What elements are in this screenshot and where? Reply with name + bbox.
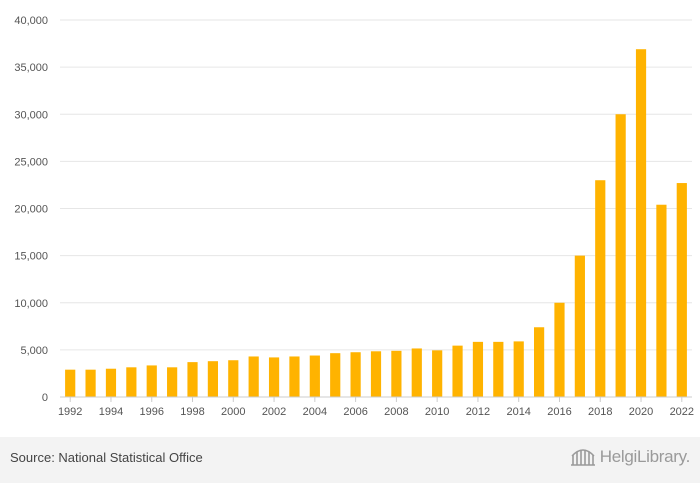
bar-2000 bbox=[228, 360, 239, 397]
bar-2001 bbox=[248, 356, 259, 397]
bar-2015 bbox=[534, 327, 545, 397]
bar-1998 bbox=[187, 362, 198, 397]
y-axis-tick-labels: 0 5,000 10,000 15,000 20,000 25,000 30,000 35,0… bbox=[14, 15, 48, 404]
y-tick-label: 0 bbox=[42, 392, 48, 404]
y-tick-label: 15,000 bbox=[14, 251, 48, 263]
bar-2004 bbox=[309, 355, 320, 397]
helgi-library-logo[interactable]: HelgiLibrary. bbox=[570, 446, 690, 468]
x-tick-label: 2022 bbox=[670, 406, 694, 418]
bar-2018 bbox=[595, 180, 606, 397]
x-tick-label: 2008 bbox=[384, 406, 408, 418]
y-tick-label: 5,000 bbox=[20, 345, 48, 357]
y-tick-label: 40,000 bbox=[14, 15, 48, 27]
y-tick-label: 25,000 bbox=[14, 156, 48, 168]
y-tick-label: 35,000 bbox=[14, 62, 48, 74]
bridge-logo-icon bbox=[570, 449, 595, 466]
y-tick-label: 20,000 bbox=[14, 204, 48, 216]
bar-2016 bbox=[554, 302, 565, 397]
bar-1993 bbox=[85, 369, 96, 397]
bar-1995 bbox=[126, 367, 137, 397]
bar-2019 bbox=[615, 114, 626, 397]
bar-2008 bbox=[391, 350, 402, 397]
x-tick-label: 1998 bbox=[180, 406, 204, 418]
bar-2002 bbox=[268, 357, 280, 397]
x-tick-label: 2006 bbox=[343, 406, 367, 418]
x-tick-label: 2018 bbox=[588, 406, 612, 418]
bar-1992 bbox=[65, 369, 76, 397]
bar-2022 bbox=[676, 183, 687, 397]
x-tick-label: 2010 bbox=[425, 406, 449, 418]
bar-2017 bbox=[574, 255, 585, 397]
bar-2005 bbox=[330, 353, 341, 397]
x-tick-label: 2002 bbox=[262, 406, 286, 418]
bar-1996 bbox=[146, 365, 157, 397]
x-axis-ticks: 1992 1994 1996 1998 2000 2002 2004 2006 2008 2010… bbox=[58, 397, 694, 418]
y-tick-label: 10,000 bbox=[14, 298, 48, 310]
bar-1997 bbox=[167, 367, 178, 397]
bar-1994 bbox=[105, 368, 117, 397]
x-tick-label: 2016 bbox=[547, 406, 571, 418]
x-tick-label: 2014 bbox=[506, 406, 530, 418]
logo-text: HelgiLibrary. bbox=[599, 447, 691, 466]
x-tick-label: 2004 bbox=[303, 406, 327, 418]
bar-2006 bbox=[350, 352, 361, 397]
bar-chart: 0 5,000 10,000 15,000 20,000 25,000 30,000 35,0… bbox=[14, 15, 694, 418]
source-note: Source: National Statistical Office bbox=[10, 450, 203, 465]
bar-2003 bbox=[289, 356, 300, 397]
bar-2009 bbox=[411, 348, 422, 397]
y-tick-label: 30,000 bbox=[14, 109, 48, 121]
bars bbox=[65, 49, 687, 397]
bar-2014 bbox=[513, 341, 524, 397]
x-tick-label: 2020 bbox=[629, 406, 653, 418]
x-tick-label: 1992 bbox=[58, 406, 82, 418]
bar-2007 bbox=[370, 351, 382, 397]
x-tick-label: 1996 bbox=[139, 406, 163, 418]
bar-2020 bbox=[635, 49, 647, 397]
bar-2011 bbox=[452, 345, 463, 397]
bar-1999 bbox=[207, 361, 218, 397]
grid-lines bbox=[60, 19, 692, 351]
x-tick-label: 2000 bbox=[221, 406, 245, 418]
bar-2012 bbox=[472, 341, 484, 397]
bar-2013 bbox=[493, 341, 504, 397]
x-tick-label: 1994 bbox=[99, 406, 123, 418]
x-tick-label: 2012 bbox=[466, 406, 490, 418]
bar-2010 bbox=[432, 350, 443, 397]
footer-band bbox=[0, 437, 700, 483]
bar-2021 bbox=[656, 204, 667, 397]
